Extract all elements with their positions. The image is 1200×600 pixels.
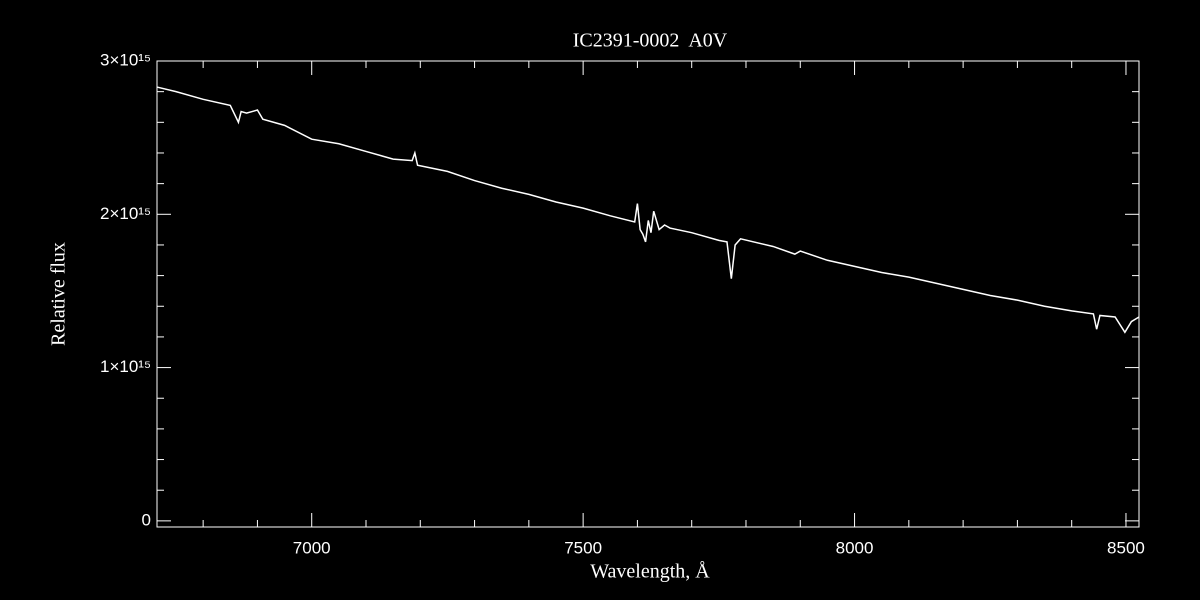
y-tick-label: 1×10¹⁵ <box>100 357 151 376</box>
y-tick-label: 3×10¹⁵ <box>100 50 151 69</box>
y-axis-label: Relative flux <box>48 242 70 346</box>
x-tick-label: 8000 <box>836 538 874 557</box>
x-tick-label: 7000 <box>293 538 331 557</box>
x-axis-label: Wavelength, Å <box>590 561 710 583</box>
spectrum-line <box>156 86 1140 334</box>
y-tick-label: 2×10¹⁵ <box>100 204 151 223</box>
y-tick-label: 0 <box>142 510 151 529</box>
x-tick-label: 7500 <box>564 538 602 557</box>
plot-frame <box>156 60 1140 528</box>
x-tick-label: 8500 <box>1107 538 1145 557</box>
chart-title: IC2391-0002 A0V <box>573 30 728 52</box>
